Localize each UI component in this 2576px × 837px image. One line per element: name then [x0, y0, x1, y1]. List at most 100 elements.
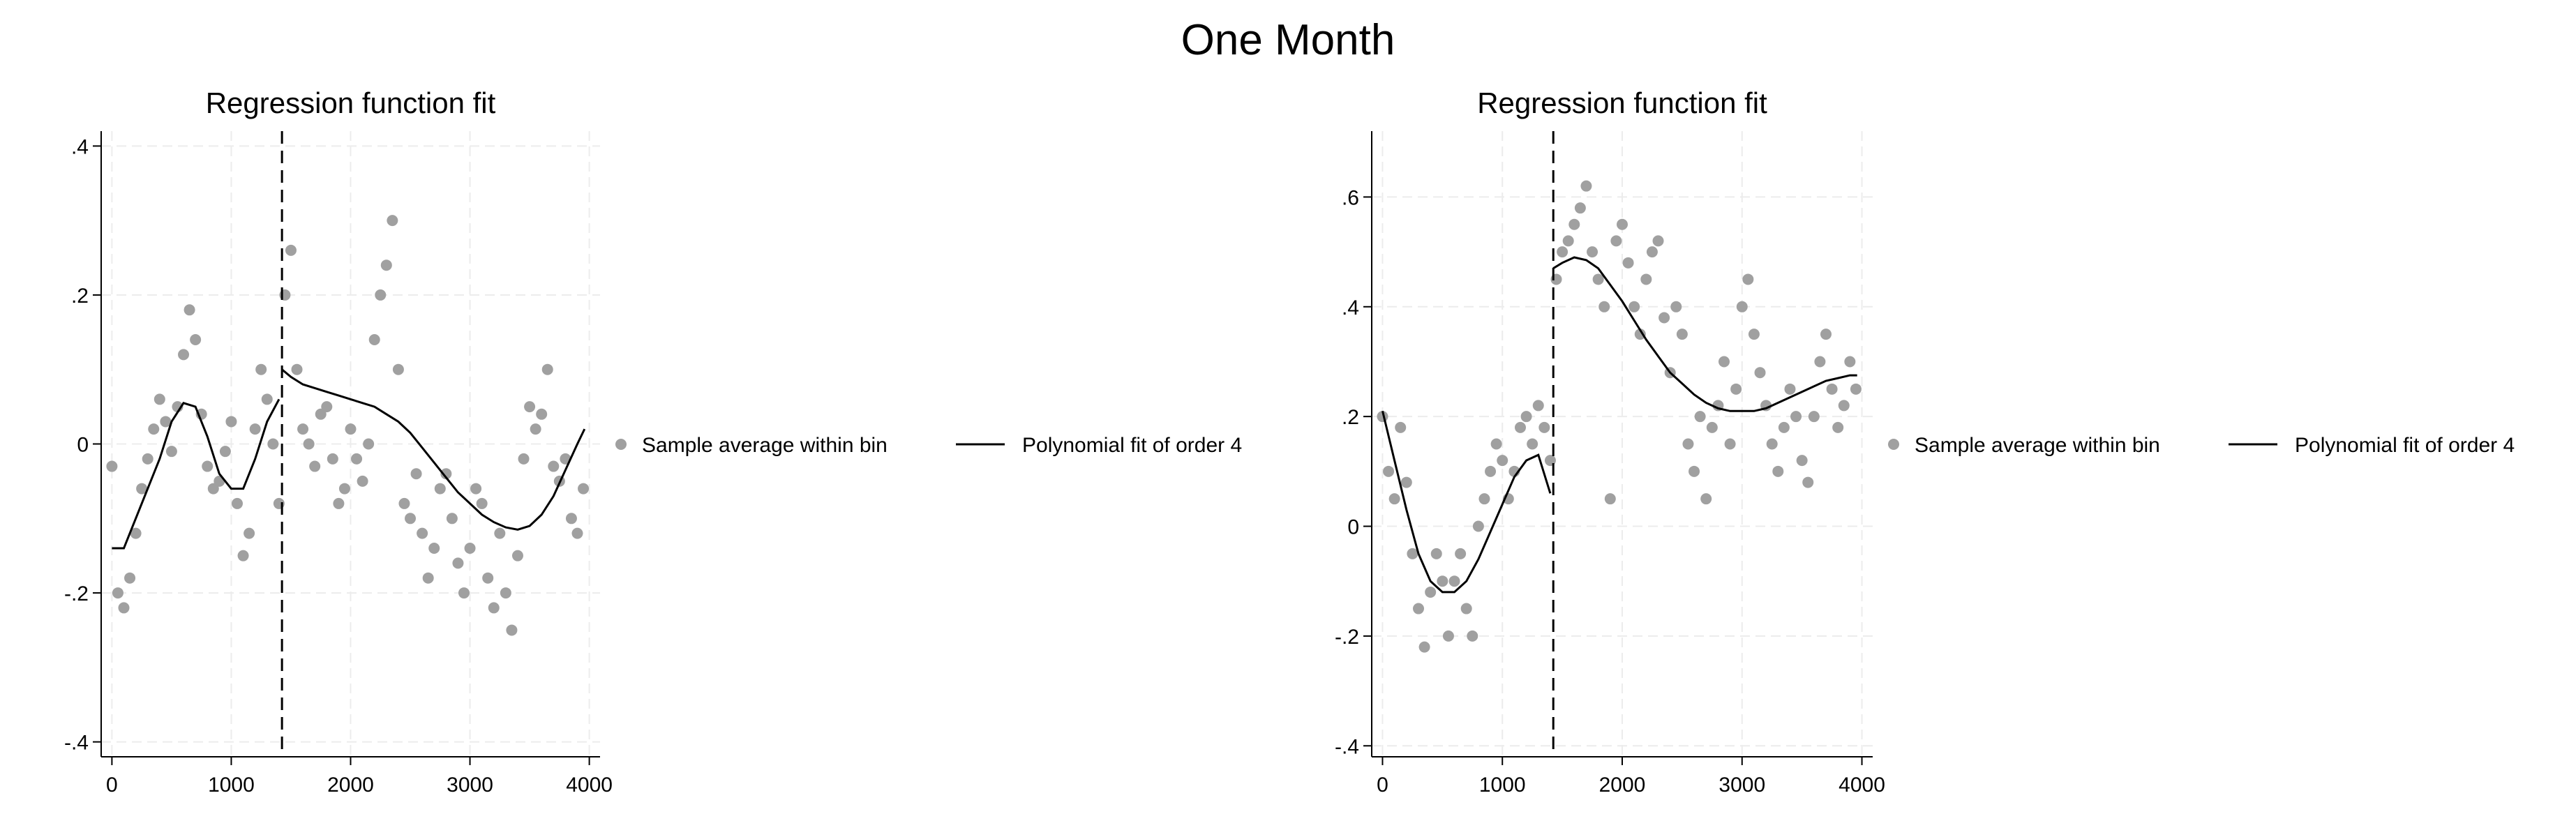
- data-point: [285, 244, 297, 256]
- data-point: [1527, 438, 1538, 450]
- data-point: [219, 446, 231, 458]
- data-point: [1766, 438, 1778, 450]
- data-point: [1742, 273, 1754, 285]
- data-point: [1383, 465, 1395, 477]
- data-point: [375, 289, 387, 301]
- y-tick-label: .4: [71, 135, 89, 158]
- data-point: [392, 363, 404, 375]
- data-point: [1407, 548, 1418, 559]
- data-point: [1598, 301, 1610, 312]
- data-point: [1532, 400, 1544, 412]
- fit-line-segment: [1381, 410, 1552, 594]
- data-point: [398, 497, 410, 509]
- data-point: [1748, 329, 1760, 340]
- data-point: [1580, 180, 1592, 192]
- data-point: [327, 453, 338, 465]
- chart-panel-1: Regression function fit 0 1000 2000 3000 4000…: [64, 86, 1242, 797]
- data-point: [368, 334, 380, 345]
- legend: Sample average within bin Polynomial fit …: [1888, 434, 2515, 457]
- data-point: [130, 527, 142, 539]
- data-point: [1497, 455, 1508, 467]
- data-point: [309, 460, 321, 472]
- data-point: [571, 527, 583, 539]
- data-point: [160, 416, 172, 428]
- data-point: [1628, 301, 1640, 312]
- data-point: [1514, 421, 1526, 433]
- data-point: [351, 453, 363, 465]
- data-point: [518, 453, 530, 465]
- data-point: [1412, 603, 1424, 614]
- data-point: [494, 527, 506, 539]
- data-point: [1520, 411, 1532, 423]
- data-point: [142, 453, 153, 465]
- data-point: [488, 602, 500, 614]
- data-point: [1610, 235, 1622, 247]
- data-point: [1838, 400, 1850, 412]
- data-point: [178, 349, 190, 361]
- data-point: [380, 259, 392, 271]
- data-point: [225, 416, 237, 428]
- data-point: [405, 513, 417, 525]
- x-tick-label: 4000: [1839, 774, 1885, 797]
- data-point: [1694, 411, 1706, 423]
- data-point: [1736, 301, 1748, 312]
- x-tick-label: 0: [106, 774, 118, 797]
- scatter-series: [106, 215, 590, 636]
- data-point: [536, 408, 548, 420]
- data-point: [1485, 465, 1497, 477]
- data-point: [511, 550, 523, 561]
- data-point: [244, 527, 255, 539]
- legend-label-scatter: Sample average within bin: [642, 434, 888, 457]
- data-point: [297, 423, 309, 435]
- data-point: [1778, 421, 1790, 433]
- fit-line-segment: [112, 398, 280, 550]
- data-point: [338, 483, 350, 495]
- data-point: [440, 468, 452, 480]
- data-point: [1574, 202, 1586, 214]
- data-point: [1437, 575, 1448, 587]
- data-point: [1724, 438, 1736, 450]
- data-point: [1538, 421, 1550, 433]
- data-point: [106, 460, 118, 472]
- data-point: [1418, 641, 1430, 653]
- data-point: [1784, 383, 1796, 395]
- data-point: [476, 497, 488, 509]
- data-point: [548, 460, 560, 472]
- data-point: [1448, 575, 1460, 587]
- data-point: [363, 438, 375, 450]
- data-point: [1850, 383, 1862, 395]
- y-tick-label: -.2: [64, 582, 89, 605]
- data-point: [1706, 421, 1718, 433]
- data-point: [1652, 235, 1664, 247]
- data-point: [464, 543, 476, 554]
- data-point: [506, 624, 518, 636]
- data-point: [1604, 493, 1616, 505]
- data-point: [1832, 421, 1844, 433]
- data-point: [1634, 329, 1646, 340]
- data-point: [1700, 493, 1712, 505]
- data-point: [315, 408, 327, 420]
- legend-marker-scatter: [1888, 439, 1899, 450]
- data-point: [565, 513, 577, 525]
- data-point: [452, 557, 464, 569]
- x-tick-label: 1000: [1479, 774, 1526, 797]
- data-point: [1814, 356, 1826, 368]
- data-point: [417, 527, 428, 539]
- data-point: [410, 468, 422, 480]
- data-point: [500, 587, 511, 599]
- data-point: [261, 393, 273, 405]
- data-point: [541, 363, 553, 375]
- legend-label-fit: Polynomial fit of order 4: [2295, 434, 2515, 457]
- data-point: [249, 423, 261, 435]
- legend-label-fit: Polynomial fit of order 4: [1022, 434, 1242, 457]
- data-point: [124, 572, 136, 584]
- data-point: [1772, 465, 1784, 477]
- data-point: [333, 497, 345, 509]
- data-point: [1718, 356, 1730, 368]
- data-point: [422, 572, 434, 584]
- data-point: [1400, 476, 1412, 488]
- data-point: [1568, 218, 1580, 230]
- data-point: [1826, 383, 1838, 395]
- data-point: [530, 423, 541, 435]
